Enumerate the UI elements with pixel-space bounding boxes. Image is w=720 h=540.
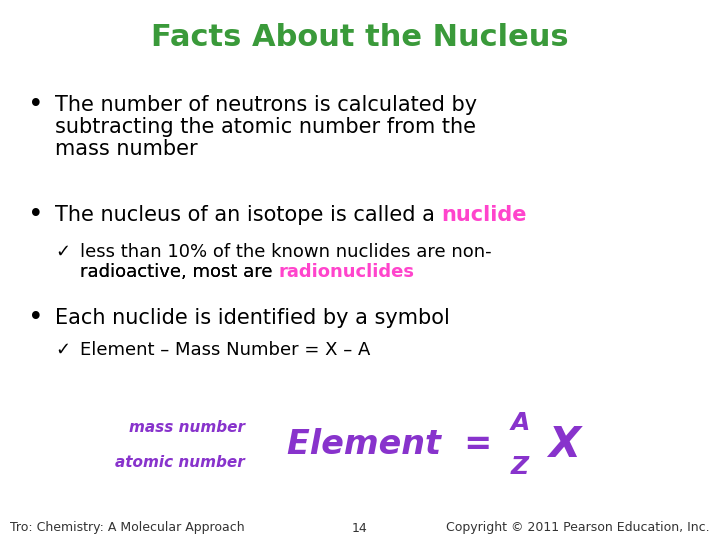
Text: mass number: mass number xyxy=(129,420,245,435)
Text: Copyright © 2011 Pearson Education, Inc.: Copyright © 2011 Pearson Education, Inc. xyxy=(446,522,710,535)
Text: •: • xyxy=(28,305,44,331)
Text: radioactive, most are: radioactive, most are xyxy=(80,263,278,281)
Text: The nucleus of an isotope is called a: The nucleus of an isotope is called a xyxy=(55,205,441,225)
Text: X: X xyxy=(548,424,580,466)
Text: Facts About the Nucleus: Facts About the Nucleus xyxy=(151,24,569,52)
Text: Each nuclide is identified by a symbol: Each nuclide is identified by a symbol xyxy=(55,308,450,328)
Text: mass number: mass number xyxy=(55,139,197,159)
Text: radionuclides: radionuclides xyxy=(278,263,414,281)
Text: The number of neutrons is calculated by: The number of neutrons is calculated by xyxy=(55,95,477,115)
Text: •: • xyxy=(28,202,44,228)
Text: A: A xyxy=(510,411,530,435)
Text: Element  =: Element = xyxy=(287,429,492,462)
Text: atomic number: atomic number xyxy=(115,455,245,470)
Text: less than 10% of the known nuclides are non-: less than 10% of the known nuclides are … xyxy=(80,243,492,261)
Text: ✓: ✓ xyxy=(55,341,70,359)
Text: Z: Z xyxy=(511,455,529,479)
Text: ✓: ✓ xyxy=(55,243,70,261)
Text: subtracting the atomic number from the: subtracting the atomic number from the xyxy=(55,117,476,137)
Text: radioactive, most are: radioactive, most are xyxy=(80,263,278,281)
Text: 14: 14 xyxy=(352,522,368,535)
Text: •: • xyxy=(28,92,44,118)
Text: Element – Mass Number = X – A: Element – Mass Number = X – A xyxy=(80,341,370,359)
Text: Tro: Chemistry: A Molecular Approach: Tro: Chemistry: A Molecular Approach xyxy=(10,522,245,535)
Text: nuclide: nuclide xyxy=(441,205,527,225)
